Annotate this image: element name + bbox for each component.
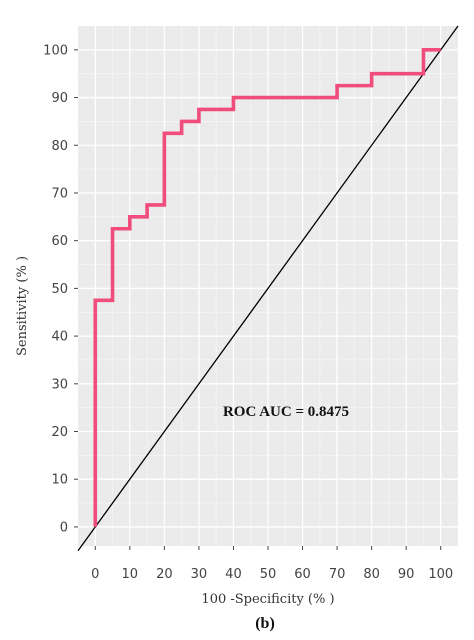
x-tick-label: 50 (260, 567, 277, 582)
y-tick-label: 40 (51, 330, 68, 345)
y-tick-label: 0 (60, 520, 68, 535)
x-tick-label: 40 (225, 567, 242, 582)
x-tick-labels: 0 10 20 30 40 50 60 70 80 90 100 (91, 546, 453, 582)
x-tick-label: 70 (329, 567, 346, 582)
y-tick-label: 50 (51, 282, 68, 297)
y-axis-label: Sensitivity (% ) (15, 256, 30, 356)
roc-curve-line (93, 48, 441, 527)
y-tick-label: 70 (51, 186, 68, 201)
y-tick-label: 90 (51, 91, 68, 106)
y-tick-label: 10 (51, 473, 68, 488)
x-axis-label: 100 -Specificity (% ) (201, 592, 334, 607)
x-tick-label: 30 (191, 567, 208, 582)
auc-annotation: ROC AUC = 0.8475 (223, 404, 349, 420)
y-tick-label: 100 (43, 43, 68, 58)
reference-line-group (77, 25, 459, 552)
x-tick-label: 0 (91, 567, 99, 582)
reference-diagonal (77, 25, 459, 552)
x-tick-label: 20 (156, 567, 173, 582)
x-tick-label: 80 (363, 567, 380, 582)
x-tick-label: 100 (428, 567, 453, 582)
y-tick-label: 20 (51, 425, 68, 440)
x-tick-label: 10 (122, 567, 139, 582)
figure-caption: (b) (255, 615, 275, 632)
x-tick-label: 90 (398, 567, 415, 582)
y-tick-label: 30 (51, 377, 68, 392)
y-tick-label: 80 (51, 139, 68, 154)
series-group (93, 48, 441, 527)
y-tick-label: 60 (51, 234, 68, 249)
y-tick-labels: 0 10 20 30 40 50 60 70 80 90 100 (43, 43, 78, 535)
x-tick-label: 60 (294, 567, 311, 582)
